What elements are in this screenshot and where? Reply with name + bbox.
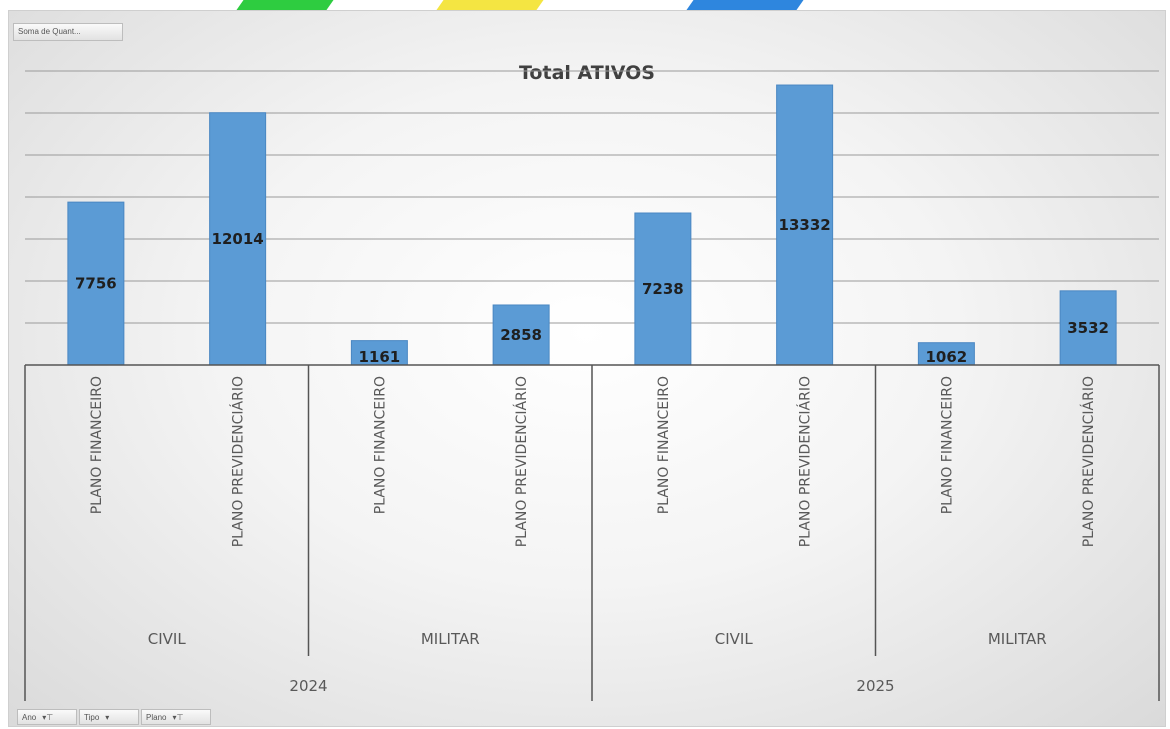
filter-dropdown-icon: ▾ [105,713,110,722]
plan-axis-label: PLANO FINANCEIRO [656,376,672,514]
bar [776,84,834,366]
data-label: 1161 [359,348,401,366]
category-axis-label: MILITAR [421,630,480,648]
filter-label-ano: Ano [22,713,37,722]
year-axis-label: 2025 [856,677,894,695]
data-label: 2858 [500,326,542,344]
bar [634,212,692,366]
category-axis-label: CIVIL [715,630,754,648]
filter-dropdown-icon: ▾⊤ [42,713,54,722]
filter-button-tipo[interactable]: Tipo ▾ [79,709,139,725]
plan-axis-label: PLANO FINANCEIRO [939,376,955,514]
bar [492,304,550,366]
year-axis-label: 2024 [289,677,327,695]
plan-axis-label: PLANO FINANCEIRO [372,376,388,514]
filter-button-plano[interactable]: Plano ▾⊤ [141,709,211,725]
chart-title: Total ATIVOS [519,62,655,84]
data-label: 3532 [1067,319,1109,337]
accent-green [236,0,334,10]
bar [67,201,125,366]
filter-label-tipo: Tipo [84,713,100,722]
data-label: 12014 [212,230,264,248]
data-label: 1062 [926,348,968,366]
chart-plot: Total ATIVOS 7756 PLANO FINANCEIRO 12014 PLA… [24,62,1160,701]
accent-yellow [436,0,544,10]
filter-label-plano: Plano [146,713,167,722]
accent-blue [686,0,804,10]
plan-axis-label: PLANO FINANCEIRO [89,376,105,514]
plan-axis-label: PLANO PREVIDENCIÁRIO [1080,376,1097,547]
bar [1059,290,1117,366]
values-field-button[interactable]: Soma de Quant... [13,23,123,41]
bar [209,112,267,366]
data-label: 7238 [642,280,684,298]
plan-axis-label: PLANO PREVIDENCIÁRIO [513,376,530,547]
data-label: 13332 [779,216,831,234]
category-axis-label: CIVIL [148,630,187,648]
plan-axis-label: PLANO PREVIDENCIÁRIO [797,376,814,547]
plan-axis-label: PLANO PREVIDENCIÁRIO [230,376,247,547]
top-accent-strip [0,0,1170,10]
pivot-chart-area: Soma de Quant... Total ATIVOS 7756 PLANO F… [8,10,1166,727]
category-axis-label: MILITAR [988,630,1047,648]
filter-button-ano[interactable]: Ano ▾⊤ [17,709,77,725]
data-label: 7756 [75,275,117,293]
filter-dropdown-icon: ▾⊤ [172,713,184,722]
